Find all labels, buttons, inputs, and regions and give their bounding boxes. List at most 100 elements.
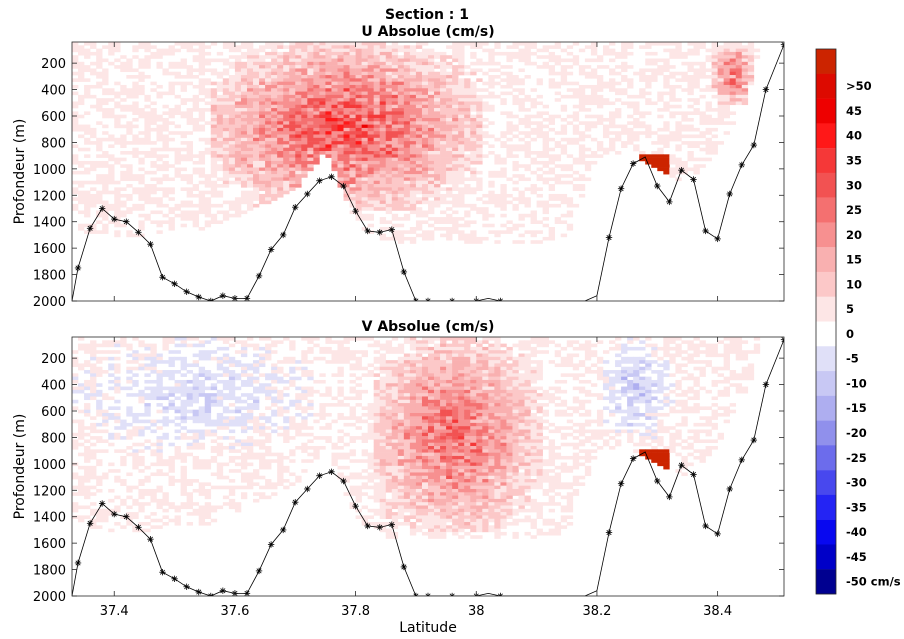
heatmap-cell xyxy=(361,207,368,211)
heatmap-cell xyxy=(259,455,266,460)
heatmap-cell xyxy=(289,482,296,486)
heatmap-cell xyxy=(150,442,157,447)
heatmap-cell xyxy=(421,42,429,46)
heatmap-cell xyxy=(590,137,598,142)
heatmap-cell xyxy=(192,337,200,341)
heatmap-cell xyxy=(434,147,441,152)
heatmap-cell xyxy=(307,75,314,79)
heatmap-cell xyxy=(198,465,206,470)
heatmap-cell xyxy=(639,114,646,119)
heatmap-cell xyxy=(144,366,151,371)
heatmap-cell xyxy=(259,197,266,201)
heatmap-cell xyxy=(246,383,254,387)
heatmap-cell xyxy=(132,512,139,516)
heatmap-cell xyxy=(470,51,477,56)
heatmap-cell xyxy=(90,68,97,73)
heatmap-cell xyxy=(578,108,586,112)
heatmap-cell xyxy=(681,127,688,132)
heatmap-cell xyxy=(379,157,387,162)
heatmap-cell xyxy=(78,197,85,201)
heatmap-cell xyxy=(470,240,477,244)
heatmap-cell xyxy=(180,482,187,486)
heatmap-cell xyxy=(102,78,109,82)
heatmap-cell xyxy=(210,121,218,125)
heatmap-cell xyxy=(373,117,381,122)
heatmap-cell xyxy=(663,134,670,139)
heatmap-cell xyxy=(246,184,254,188)
heatmap-cell xyxy=(476,108,483,112)
heatmap-cell xyxy=(379,117,387,122)
heatmap-cell xyxy=(633,104,640,109)
heatmap-cell xyxy=(240,108,248,112)
heatmap-cell xyxy=(705,141,712,145)
heatmap-cell xyxy=(681,71,688,76)
heatmap-cell xyxy=(397,151,405,155)
heatmap-cell xyxy=(373,91,381,96)
heatmap-cell xyxy=(440,174,447,178)
heatmap-cell xyxy=(669,167,676,172)
heatmap-cell xyxy=(222,134,230,139)
panel-u-absolue: U Absolue (cm/s)200400600800100012001400… xyxy=(12,24,785,310)
heatmap-cell xyxy=(452,151,459,155)
heatmap-cell xyxy=(277,104,284,109)
heatmap-cell xyxy=(434,131,441,135)
heatmap-cell xyxy=(627,104,634,109)
heatmap-cell xyxy=(542,45,549,49)
heatmap-cell xyxy=(204,180,212,185)
heatmap-cell xyxy=(530,88,537,92)
heatmap-cell xyxy=(741,91,749,96)
heatmap-cell xyxy=(723,84,730,89)
heatmap-cell xyxy=(494,240,501,244)
heatmap-cell xyxy=(621,65,628,69)
heatmap-cell xyxy=(379,114,387,119)
heatmap-cell xyxy=(259,65,266,69)
heatmap-cell xyxy=(705,55,712,59)
heatmap-cell xyxy=(699,157,706,162)
heatmap-cell xyxy=(240,346,248,351)
heatmap-cell xyxy=(234,174,242,178)
heatmap-cell xyxy=(536,151,543,155)
heatmap-cell xyxy=(717,114,724,119)
heatmap-cell xyxy=(452,167,459,172)
heatmap-cell xyxy=(277,469,284,473)
heatmap-cell xyxy=(234,45,242,49)
heatmap-cell xyxy=(723,98,730,102)
heatmap-cell xyxy=(633,137,640,142)
heatmap-cell xyxy=(180,167,187,172)
heatmap-cell xyxy=(180,154,187,158)
heatmap-cell xyxy=(524,61,531,66)
heatmap-cell xyxy=(186,174,193,178)
heatmap-cell xyxy=(108,207,115,211)
heatmap-cell xyxy=(440,104,447,109)
heatmap-cell xyxy=(415,111,423,115)
heatmap-cell xyxy=(271,71,278,76)
heatmap-cell xyxy=(349,137,356,142)
heatmap-cell xyxy=(72,154,79,158)
heatmap-cell xyxy=(78,227,85,231)
bathymetry-marker xyxy=(678,166,685,174)
heatmap-cell xyxy=(446,121,453,125)
heatmap-cell xyxy=(120,98,127,102)
heatmap-cell xyxy=(409,58,417,63)
heatmap-cell xyxy=(560,174,568,178)
heatmap-cell xyxy=(84,190,91,195)
heatmap-cell xyxy=(132,528,139,533)
heatmap-cell xyxy=(289,356,296,361)
heatmap-cell xyxy=(470,104,477,109)
heatmap-cell xyxy=(72,104,79,109)
heatmap-cell xyxy=(391,42,399,46)
heatmap-cell xyxy=(307,55,314,59)
heatmap-cell xyxy=(681,134,688,139)
heatmap-cell xyxy=(367,187,374,191)
heatmap-cell xyxy=(126,167,133,172)
heatmap-cell xyxy=(138,508,145,513)
heatmap-cell xyxy=(428,127,435,132)
heatmap-cell xyxy=(174,94,181,99)
heatmap-cell xyxy=(566,114,574,119)
heatmap-cell xyxy=(259,117,266,122)
heatmap-cell xyxy=(397,207,405,211)
heatmap-cell xyxy=(337,75,344,79)
heatmap-cell xyxy=(488,134,495,139)
heatmap-cell xyxy=(524,144,531,149)
heatmap-cell xyxy=(253,426,260,430)
